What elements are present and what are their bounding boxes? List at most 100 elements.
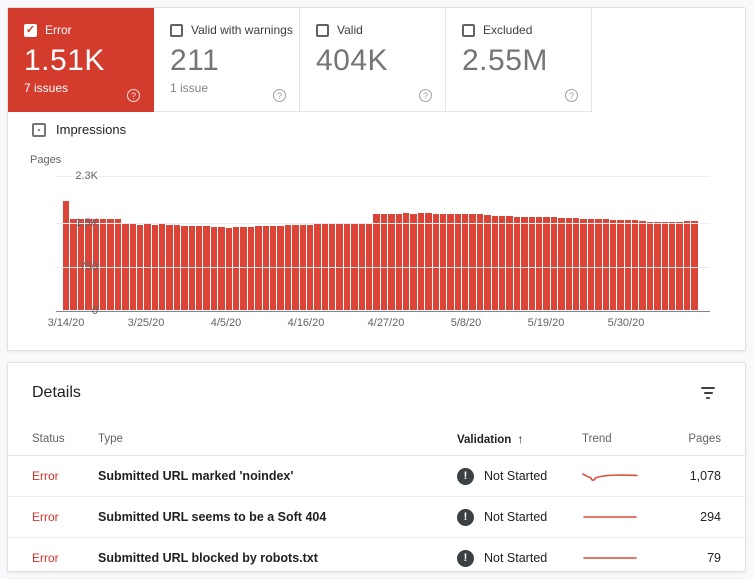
chart-bar[interactable] bbox=[624, 220, 632, 310]
chart-bar[interactable] bbox=[669, 222, 676, 310]
chart-bar[interactable] bbox=[373, 214, 380, 310]
chart-bar[interactable] bbox=[262, 226, 269, 310]
chart-bar[interactable] bbox=[587, 218, 595, 310]
chart-bar[interactable] bbox=[432, 213, 439, 310]
chart-bar[interactable] bbox=[632, 220, 639, 310]
chart-bar[interactable] bbox=[462, 213, 469, 310]
chart-bar[interactable] bbox=[454, 214, 462, 310]
chart-bar[interactable] bbox=[63, 201, 70, 310]
chart-bar[interactable] bbox=[617, 220, 624, 310]
chart-bar[interactable] bbox=[491, 215, 499, 310]
chart-bar[interactable] bbox=[247, 226, 255, 310]
chart-bar[interactable] bbox=[85, 219, 92, 310]
impressions-checkbox[interactable] bbox=[32, 122, 46, 137]
column-header-validation[interactable]: Validation ↑ bbox=[457, 432, 524, 446]
chart-bar[interactable] bbox=[70, 219, 77, 310]
chart-bar[interactable] bbox=[513, 216, 521, 310]
x-tick-label: 5/8/20 bbox=[450, 317, 482, 329]
chart-bar[interactable] bbox=[580, 218, 587, 310]
chart-bar[interactable] bbox=[358, 222, 366, 310]
chart-bar[interactable] bbox=[499, 215, 506, 310]
table-row[interactable]: Error Submitted URL seems to be a Soft 40… bbox=[8, 497, 745, 538]
chart-bar[interactable] bbox=[439, 213, 447, 310]
card-checkbox[interactable]: ✓ bbox=[24, 23, 37, 37]
chart-bar[interactable] bbox=[203, 226, 210, 310]
chart-bar[interactable] bbox=[602, 219, 609, 310]
card-sub-label bbox=[316, 81, 431, 95]
help-icon[interactable]: ? bbox=[565, 89, 578, 102]
pages-count: 294 bbox=[700, 510, 721, 524]
chart-bar[interactable] bbox=[329, 223, 336, 310]
column-header-status[interactable]: Status bbox=[32, 433, 65, 445]
chart-bar[interactable] bbox=[425, 213, 432, 310]
chart-bar[interactable] bbox=[521, 216, 528, 310]
chart-bar[interactable] bbox=[92, 218, 99, 310]
chart-bar[interactable] bbox=[506, 216, 513, 310]
chart-bar[interactable] bbox=[218, 227, 225, 310]
chart-bar[interactable] bbox=[572, 217, 580, 310]
chart-bar[interactable] bbox=[476, 214, 484, 310]
chart-bar[interactable] bbox=[558, 217, 565, 310]
card-checkbox[interactable]: ✓ bbox=[170, 23, 183, 37]
chart-bar[interactable] bbox=[255, 226, 262, 310]
help-icon[interactable]: ? bbox=[127, 89, 140, 102]
chart-bar[interactable] bbox=[536, 217, 543, 310]
column-header-type[interactable]: Type bbox=[98, 433, 123, 445]
chart-bar[interactable] bbox=[336, 223, 343, 310]
summary-card-valid[interactable]: ✓ Valid 404K? bbox=[300, 8, 446, 112]
chart-bar[interactable] bbox=[343, 223, 351, 310]
issue-type-link[interactable]: Submitted URL marked 'noindex' bbox=[98, 469, 294, 483]
card-checkbox[interactable]: ✓ bbox=[462, 23, 475, 37]
chart-bar[interactable] bbox=[469, 214, 476, 310]
summary-card-error[interactable]: ✓ Error 1.51K 7 issues? bbox=[8, 8, 154, 112]
chart-bar[interactable] bbox=[683, 221, 691, 310]
chart-bar[interactable] bbox=[484, 214, 491, 310]
chart-bar[interactable] bbox=[595, 219, 602, 310]
bar-plot bbox=[63, 176, 698, 310]
chart-bar[interactable] bbox=[543, 217, 550, 310]
chart-bar[interactable] bbox=[654, 221, 661, 310]
chart-bar[interactable] bbox=[388, 213, 395, 310]
chart-bar[interactable] bbox=[351, 223, 358, 310]
impressions-toggle[interactable]: Impressions bbox=[32, 122, 126, 137]
chart-bar[interactable] bbox=[646, 221, 654, 310]
chart-bar[interactable] bbox=[639, 221, 646, 310]
help-icon[interactable]: ? bbox=[273, 89, 286, 102]
chart-bar[interactable] bbox=[609, 219, 617, 310]
chart-bar[interactable] bbox=[676, 221, 683, 310]
chart-bar[interactable] bbox=[565, 217, 572, 310]
table-row[interactable]: Error Submitted URL marked 'noindex'! Not … bbox=[8, 456, 745, 497]
summary-card-excluded[interactable]: ✓ Excluded 2.55M? bbox=[446, 8, 592, 112]
details-table-body: Error Submitted URL marked 'noindex'! Not … bbox=[8, 456, 745, 579]
table-row[interactable]: Error Submitted URL blocked by robots.txt… bbox=[8, 538, 745, 579]
chart-bar[interactable] bbox=[196, 226, 203, 310]
chart-bar[interactable] bbox=[99, 219, 107, 310]
summary-card-valid-with-warnings[interactable]: ✓ Valid with warnings 211 1 issue? bbox=[154, 8, 300, 112]
chart-bar[interactable] bbox=[550, 217, 558, 310]
x-tick-label: 3/14/20 bbox=[47, 317, 85, 329]
chart-bar[interactable] bbox=[114, 219, 122, 310]
chart-bar[interactable] bbox=[225, 227, 232, 310]
issue-type-link[interactable]: Submitted URL blocked by robots.txt bbox=[98, 551, 318, 565]
column-header-trend[interactable]: Trend bbox=[582, 433, 612, 445]
chart-bar[interactable] bbox=[447, 214, 454, 310]
filter-icon[interactable] bbox=[697, 383, 719, 403]
chart-bar[interactable] bbox=[240, 226, 247, 310]
chart-bar[interactable] bbox=[402, 213, 410, 310]
help-icon[interactable]: ? bbox=[419, 89, 432, 102]
chart-bar[interactable] bbox=[691, 221, 698, 310]
chart-bar[interactable] bbox=[661, 222, 669, 310]
chart-bar[interactable] bbox=[395, 213, 402, 310]
column-header-pages[interactable]: Pages bbox=[688, 433, 721, 445]
chart-bar[interactable] bbox=[210, 226, 218, 310]
issue-type-link[interactable]: Submitted URL seems to be a Soft 404 bbox=[98, 510, 327, 524]
chart-bar[interactable] bbox=[77, 219, 85, 310]
chart-bar[interactable] bbox=[417, 213, 425, 310]
chart-bar[interactable] bbox=[528, 216, 535, 310]
card-checkbox[interactable]: ✓ bbox=[316, 23, 329, 37]
chart-bar[interactable] bbox=[380, 213, 388, 310]
chart-bar[interactable] bbox=[232, 227, 240, 310]
chart-bar[interactable] bbox=[107, 218, 114, 310]
chart-bar[interactable] bbox=[410, 213, 417, 310]
chart-bar[interactable] bbox=[366, 222, 373, 310]
